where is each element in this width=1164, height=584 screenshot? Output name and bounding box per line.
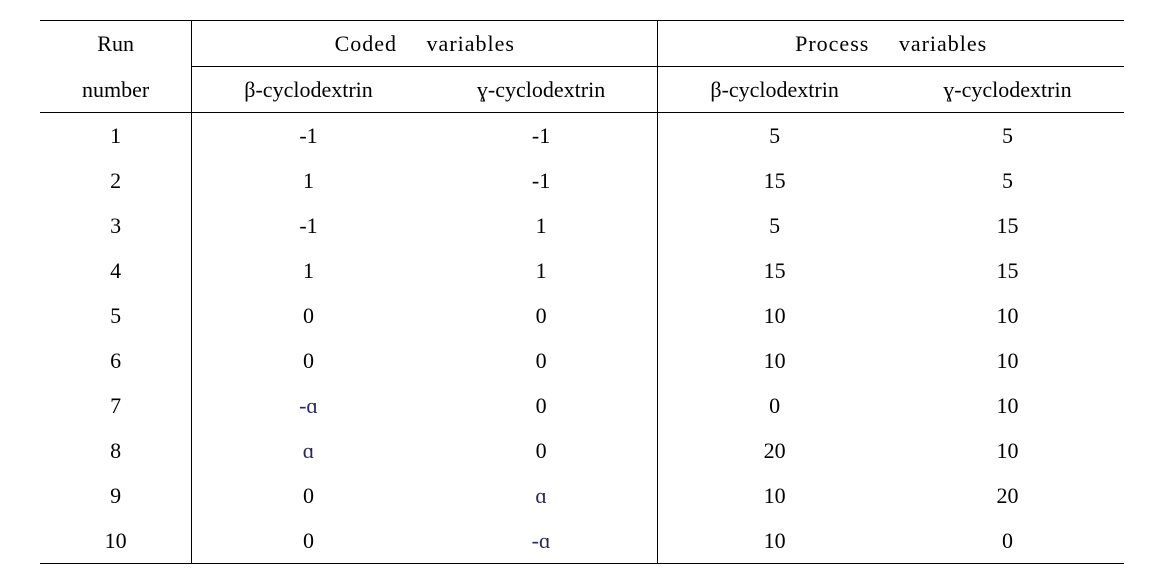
process-gamma-cell: 10 <box>891 383 1124 428</box>
run-number-cell: 1 <box>40 113 192 159</box>
coded-group-header: Coded variables <box>192 21 658 67</box>
table-row: 5001010 <box>40 293 1124 338</box>
coded-gamma-cell: 0 <box>425 383 658 428</box>
process-gamma-cell: 0 <box>891 518 1124 564</box>
coded-gamma-cell: 1 <box>425 203 658 248</box>
process-gamma-header: ɣ-cyclodextrin <box>891 67 1124 113</box>
process-gamma-cell: 20 <box>891 473 1124 518</box>
cell-value: ɑ <box>535 483 547 508</box>
table-row: 90 ɑ 1020 <box>40 473 1124 518</box>
table-header: Run Coded variables Process variables nu… <box>40 21 1124 113</box>
cell-value: -ɑ <box>299 393 318 418</box>
process-beta-cell: 20 <box>658 428 891 473</box>
table-row: 4111515 <box>40 248 1124 293</box>
coded-gamma-cell: ɑ <box>425 473 658 518</box>
process-beta-cell: 15 <box>658 158 891 203</box>
process-beta-cell: 15 <box>658 248 891 293</box>
process-gamma-cell: 15 <box>891 248 1124 293</box>
coded-gamma-cell: 0 <box>425 338 658 383</box>
coded-gamma-cell: -1 <box>425 113 658 159</box>
coded-gamma-cell: 0 <box>425 428 658 473</box>
process-gamma-cell: 5 <box>891 113 1124 159</box>
coded-beta-cell: ɑ <box>192 428 425 473</box>
process-beta-cell: 5 <box>658 203 891 248</box>
coded-beta-cell: 1 <box>192 158 425 203</box>
coded-group-label: Coded variables <box>335 31 515 56</box>
cell-value: ɑ <box>303 438 315 463</box>
coded-gamma-cell: -1 <box>425 158 658 203</box>
process-beta-cell: 10 <box>658 473 891 518</box>
process-beta-cell: 5 <box>658 113 891 159</box>
coded-beta-cell: -1 <box>192 203 425 248</box>
table-row: 1-1-155 <box>40 113 1124 159</box>
run-number-cell: 3 <box>40 203 192 248</box>
coded-gamma-header: ɣ-cyclodextrin <box>425 67 658 113</box>
coded-gamma-cell: 0 <box>425 293 658 338</box>
coded-gamma-cell: -ɑ <box>425 518 658 564</box>
run-number-cell: 9 <box>40 473 192 518</box>
table-row: 6001010 <box>40 338 1124 383</box>
table-row: 21-1155 <box>40 158 1124 203</box>
run-number-cell: 5 <box>40 293 192 338</box>
coded-beta-cell: 0 <box>192 293 425 338</box>
cell-value: -ɑ <box>532 528 551 553</box>
process-gamma-cell: 10 <box>891 428 1124 473</box>
process-beta-cell: 10 <box>658 518 891 564</box>
process-group-header: Process variables <box>658 21 1124 67</box>
coded-beta-cell: -ɑ <box>192 383 425 428</box>
coded-gamma-cell: 1 <box>425 248 658 293</box>
run-number-cell: 8 <box>40 428 192 473</box>
run-header-line2: number <box>40 67 192 113</box>
process-beta-cell: 10 <box>658 293 891 338</box>
process-gamma-cell: 5 <box>891 158 1124 203</box>
process-beta-header: β-cyclodextrin <box>658 67 891 113</box>
experiment-design-table: Run Coded variables Process variables nu… <box>40 20 1124 564</box>
run-number-cell: 2 <box>40 158 192 203</box>
coded-beta-cell: -1 <box>192 113 425 159</box>
coded-beta-header: β-cyclodextrin <box>192 67 425 113</box>
process-gamma-cell: 10 <box>891 293 1124 338</box>
table-row: 100-ɑ100 <box>40 518 1124 564</box>
process-beta-cell: 0 <box>658 383 891 428</box>
table-row: 3-11515 <box>40 203 1124 248</box>
table-row: 7-ɑ0010 <box>40 383 1124 428</box>
table-body: 1-1-15521-11553-115154111515500101060010… <box>40 113 1124 564</box>
process-gamma-cell: 15 <box>891 203 1124 248</box>
run-header-line1: Run <box>40 21 192 67</box>
process-beta-cell: 10 <box>658 338 891 383</box>
coded-beta-cell: 0 <box>192 518 425 564</box>
run-number-cell: 4 <box>40 248 192 293</box>
run-number-cell: 10 <box>40 518 192 564</box>
process-gamma-cell: 10 <box>891 338 1124 383</box>
run-number-cell: 6 <box>40 338 192 383</box>
process-group-label: Process variables <box>795 31 987 56</box>
table-row: 8 ɑ 02010 <box>40 428 1124 473</box>
run-number-cell: 7 <box>40 383 192 428</box>
coded-beta-cell: 0 <box>192 473 425 518</box>
coded-beta-cell: 0 <box>192 338 425 383</box>
coded-beta-cell: 1 <box>192 248 425 293</box>
